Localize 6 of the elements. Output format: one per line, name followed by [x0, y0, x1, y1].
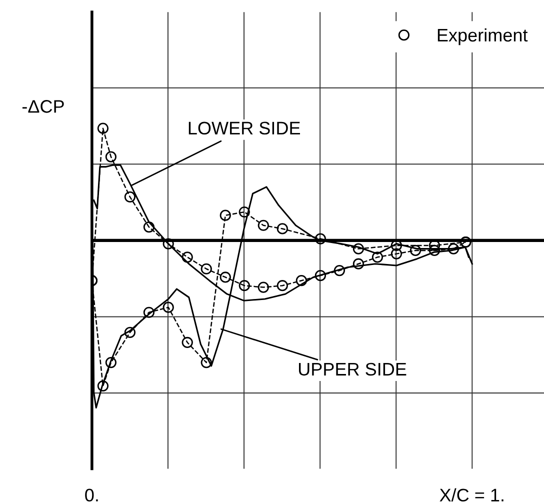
x-tick-label: X/C = 1. [440, 488, 504, 502]
annotation: UPPER SIDE [298, 362, 406, 376]
legend-label: Experiment [438, 28, 528, 46]
x-tick-label: 0. [85, 488, 98, 502]
y-axis-title: -ΔCP [22, 100, 64, 113]
annotation: LOWER SIDE [188, 122, 300, 135]
